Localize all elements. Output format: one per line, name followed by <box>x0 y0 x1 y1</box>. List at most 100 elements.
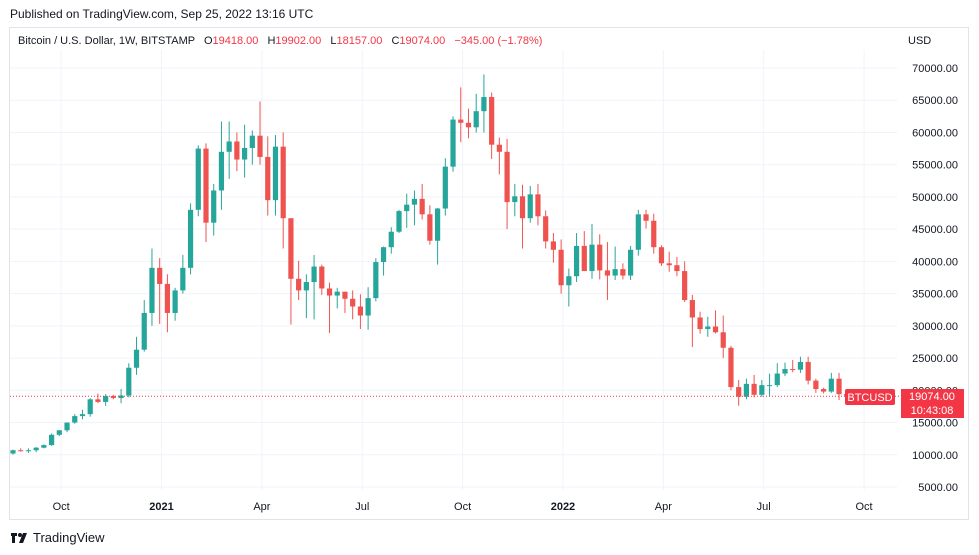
candle <box>211 184 217 236</box>
candle <box>280 132 286 249</box>
price-axis[interactable]: 70000.00 65000.00 60000.00 55000.00 50000.00… <box>912 63 958 494</box>
candle <box>821 387 827 394</box>
candle-body <box>41 445 47 448</box>
candle <box>442 158 448 216</box>
candle <box>311 254 317 320</box>
price-tag-countdown: 10:43:08 <box>911 405 954 417</box>
candle-body <box>628 249 634 276</box>
footer-brand-name: TradingView <box>33 530 105 545</box>
candle <box>828 372 834 393</box>
candle-body <box>141 312 147 350</box>
candle-body <box>95 399 101 402</box>
candle <box>272 135 279 216</box>
candle <box>187 203 194 275</box>
change-value: −345.00 (−1.78%) <box>454 35 543 47</box>
y-tick-label: 45000.00 <box>912 224 958 236</box>
candle <box>651 213 657 254</box>
low-label: L <box>330 35 337 47</box>
candle-body <box>226 141 232 152</box>
candle <box>774 363 780 388</box>
candle-body <box>79 414 86 417</box>
candle-body <box>280 146 286 219</box>
candle <box>813 378 819 393</box>
candle <box>110 394 116 400</box>
candle-body <box>682 271 688 301</box>
candle <box>126 363 132 398</box>
x-tick-label: Oct <box>53 501 70 513</box>
candle-body <box>473 111 479 128</box>
candle <box>33 447 39 453</box>
candle-body <box>458 119 464 123</box>
candle <box>519 184 526 249</box>
candle <box>427 205 433 245</box>
candle <box>226 121 232 179</box>
price-tag-box <box>901 389 964 418</box>
candle <box>666 251 672 272</box>
candle-body <box>419 198 425 215</box>
candle-body <box>674 265 680 272</box>
candles <box>10 74 850 455</box>
footer-brand[interactable]: TradingView <box>10 530 105 545</box>
candle-body <box>110 396 116 399</box>
candle-body <box>133 349 140 368</box>
time-axis[interactable]: Oct 2021 Apr Jul Oct 2022 Apr Jul Oct <box>53 501 873 513</box>
candle <box>218 121 225 210</box>
candle <box>95 393 101 404</box>
price-tag: BTCUSD 19074.00 10:43:08 <box>845 389 964 418</box>
close-value: 19074.00 <box>399 35 446 47</box>
candle-body <box>712 326 719 333</box>
candle <box>643 209 649 229</box>
candle <box>473 93 479 133</box>
candle-body <box>519 196 526 219</box>
candle <box>597 234 603 280</box>
candle-body <box>736 387 742 397</box>
candle-body <box>550 241 556 250</box>
candle <box>674 256 680 277</box>
candle <box>435 207 441 265</box>
candle-body <box>790 369 796 371</box>
candle-body <box>728 347 734 388</box>
candle <box>697 311 703 334</box>
candle-body <box>272 146 279 201</box>
price-tag-value: 19074.00 <box>909 391 955 403</box>
candle-body <box>797 361 804 370</box>
candle <box>682 261 688 302</box>
candle <box>257 101 263 165</box>
candle <box>164 274 170 333</box>
candle-body <box>527 194 533 219</box>
candle <box>388 227 394 254</box>
candle-body <box>72 416 78 423</box>
symbol-name[interactable]: Bitcoin / U.S. Dollar, 1W, BITSTAMP <box>18 35 195 47</box>
candle <box>249 130 255 165</box>
candle-body <box>442 166 448 209</box>
candle-body <box>620 269 626 276</box>
candle-body <box>404 204 410 212</box>
symbol-tag-box <box>845 389 895 405</box>
candle-body <box>396 211 402 232</box>
candle-body <box>342 291 348 299</box>
candle-body <box>164 283 170 313</box>
candle-body <box>211 190 217 223</box>
candle-body <box>87 399 93 415</box>
candle-body <box>481 97 487 112</box>
candle <box>303 274 309 319</box>
candle-body <box>435 208 441 241</box>
candle <box>380 246 387 276</box>
candle-body <box>257 135 263 157</box>
symbol-tag-text: BTCUSD <box>847 392 892 404</box>
currency-label: USD <box>908 35 932 47</box>
candle-body <box>689 300 695 318</box>
candle <box>396 209 402 234</box>
candle-body <box>504 151 510 203</box>
candle <box>797 356 804 373</box>
candle <box>64 422 70 433</box>
candle <box>49 433 55 446</box>
y-tick-label: 25000.00 <box>912 353 958 365</box>
candle-body <box>489 97 495 145</box>
candle <box>103 394 109 406</box>
candle <box>288 218 294 325</box>
candle-body <box>828 378 834 392</box>
candle <box>759 379 765 397</box>
candle-body <box>805 361 811 381</box>
